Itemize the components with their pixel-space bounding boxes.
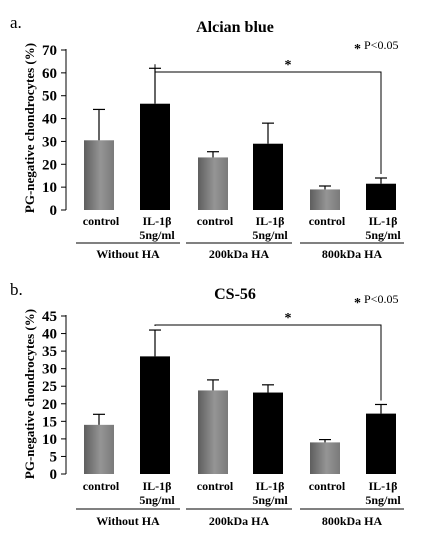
y-tick-label: 40 [42,112,57,128]
category-label: IL-1β [369,214,398,228]
group-labels: Without HA 200kDa HA 800kDa HA [76,508,404,528]
error-bars [93,329,387,443]
bar [253,392,283,474]
bar [366,413,396,474]
significance-star: * [285,58,292,73]
bar [310,189,340,210]
bar [84,424,114,474]
category-label-line2: 5ng/ml [252,493,288,507]
category-label: IL-1β [256,214,285,228]
y-tick-label: 0 [50,203,58,219]
category-label: control [83,479,120,493]
significance-legend-text: P<0.05 [364,292,398,306]
bar [198,157,228,210]
category-label: control [197,214,234,228]
category-label: IL-1β [256,479,285,493]
y-tick-label: 30 [42,362,57,378]
y-tick-label: 5 [50,449,58,465]
category-label-line2: 5ng/ml [252,228,288,242]
category-label-line2: 5ng/ml [365,228,401,242]
bar [198,390,228,474]
bar [253,143,283,210]
y-tick-label: 35 [42,344,57,360]
category-label: IL-1β [369,479,398,493]
significance-bracket: * [154,311,382,401]
significance-bracket-line [154,64,382,174]
y-tick-label: 40 [42,327,57,343]
category-label: control [309,479,346,493]
y-tick-label: 25 [42,379,57,395]
y-tick-label: 30 [42,134,57,150]
category-label-line2: 5ng/ml [365,493,401,507]
y-tick-label: 20 [42,157,57,173]
panel-label: a. [10,13,22,32]
bar [140,103,170,210]
y-tick-label: 10 [42,432,57,448]
category-label-line2: 5ng/ml [139,228,175,242]
group-label: Without HA [96,514,160,528]
significance-bracket-line [154,324,382,401]
significance-legend: * P<0.05 [354,292,398,311]
bars [84,356,396,474]
y-tick-label: 10 [42,180,57,196]
chart-panel-a: a. Alcian blue PG-negative chondrocytes … [10,13,404,261]
bar [84,140,114,210]
significance-legend-star: * [354,42,361,57]
chart-panel-b: b. CS-56 PG-negative chondrocytes (%) * … [10,280,404,528]
y-ticks: 0 10 20 30 40 50 60 70 [42,43,67,219]
y-axis-label: PG-negative chondrocytes (%) [22,309,37,479]
group-labels: Without HA 200kDa HA 800kDa HA [76,242,404,261]
significance-star: * [285,311,292,326]
group-label: 800kDa HA [322,514,383,528]
category-label: control [83,214,120,228]
category-label: IL-1β [143,479,172,493]
y-tick-label: 45 [42,309,57,325]
chart-title: Alcian blue [196,19,274,36]
group-label: 200kDa HA [209,247,270,261]
bars [84,103,396,210]
group-label: 800kDa HA [322,247,383,261]
group-label: Without HA [96,247,160,261]
group-label: 200kDa HA [209,514,270,528]
y-tick-label: 60 [42,66,57,82]
y-tick-label: 70 [42,43,57,59]
category-label: control [197,479,234,493]
bar [366,183,396,210]
panel-label: b. [10,280,23,299]
category-label-line2: 5ng/ml [139,493,175,507]
chart-title: CS-56 [214,286,256,303]
error-bars [93,67,387,190]
significance-legend-star: * [354,296,361,311]
bar [140,356,170,474]
category-label: IL-1β [143,214,172,228]
y-axis-label: PG-negative chondrocytes (%) [22,43,37,213]
y-tick-label: 0 [50,467,58,483]
significance-legend: * P<0.05 [354,38,398,57]
significance-bracket: * [154,58,382,174]
category-label: control [309,214,346,228]
y-tick-label: 20 [42,397,57,413]
y-tick-label: 50 [42,89,57,105]
bar [310,442,340,474]
y-tick-label: 15 [42,414,57,430]
significance-legend-text: P<0.05 [364,38,398,52]
